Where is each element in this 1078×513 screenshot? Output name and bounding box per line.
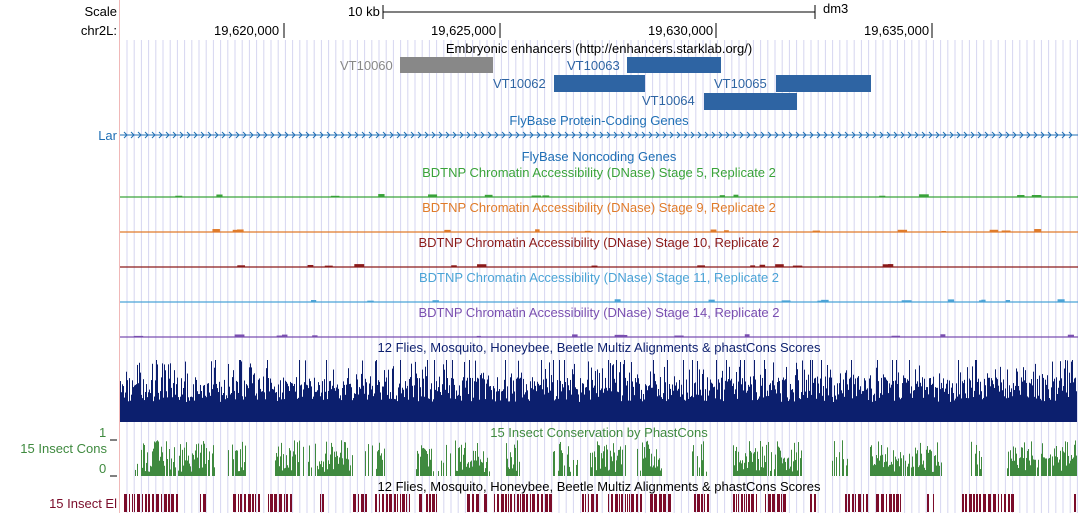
dnase-signal xyxy=(310,299,1065,302)
track-title-flybase-noncoding[interactable]: FlyBase Noncoding Genes xyxy=(521,149,677,164)
enhancer-label[interactable]: VT10065 xyxy=(714,76,767,91)
enhancer-feature[interactable] xyxy=(400,57,493,73)
phastcons-axis-min: 0 xyxy=(99,461,107,476)
ruler-tick-label: 19,630,000 xyxy=(648,23,714,38)
enhancer-label[interactable]: VT10063 xyxy=(567,58,620,73)
track-title-dnase-stage10[interactable]: BDTNP Chromatin Accessibility (DNase) St… xyxy=(418,235,780,250)
track-title-dnase-stage11[interactable]: BDTNP Chromatin Accessibility (DNase) St… xyxy=(418,270,780,285)
dnase-signal xyxy=(237,264,894,267)
track-title-enhancers[interactable]: Embryonic enhancers (http://enhancers.st… xyxy=(445,41,753,56)
enhancer-feature[interactable] xyxy=(554,75,645,92)
track-title-elements[interactable]: 12 Flies, Mosquito, Honeybee, Beetle Mul… xyxy=(377,479,821,494)
phastcons-signal xyxy=(135,440,1077,476)
conserved-elements xyxy=(124,494,1076,512)
track-title-multiz[interactable]: 12 Flies, Mosquito, Honeybee, Beetle Mul… xyxy=(377,340,821,355)
scale-label: Scale xyxy=(84,4,117,19)
ruler-tick-label: 19,625,000 xyxy=(431,23,497,38)
scale-bar-label: 10 kb xyxy=(348,4,380,19)
track-title-dnase-stage9[interactable]: BDTNP Chromatin Accessibility (DNase) St… xyxy=(422,200,776,215)
phastcons-axis-max: 1 xyxy=(99,425,107,440)
gutter-divider xyxy=(119,0,120,513)
enhancer-label[interactable]: VT10060 xyxy=(340,58,393,73)
elements-side-label[interactable]: 15 Insect El xyxy=(49,496,117,511)
dnase-signal xyxy=(212,229,1042,232)
enhancer-label[interactable]: VT10064 xyxy=(642,93,695,108)
enhancer-feature[interactable] xyxy=(704,93,797,110)
dnase-signal xyxy=(133,334,1074,337)
enhancer-label[interactable]: VT10062 xyxy=(493,76,546,91)
dnase-signal xyxy=(175,194,1042,197)
assembly-label: dm3 xyxy=(823,1,849,16)
gene-strand-arrows xyxy=(123,131,1073,139)
multiz-signal xyxy=(120,360,1077,422)
ruler-tick-label: 19,635,000 xyxy=(864,23,930,38)
track-title-dnase-stage14[interactable]: BDTNP Chromatin Accessibility (DNase) St… xyxy=(418,305,780,320)
enhancer-feature[interactable] xyxy=(627,57,721,73)
chrom-label: chr2L: xyxy=(80,23,117,38)
ruler-tick-label: 19,620,000 xyxy=(214,23,280,38)
track-title-phastcons[interactable]: 15 Insect Conservation by PhastCons xyxy=(490,425,708,440)
gene-label[interactable]: Lar xyxy=(98,128,117,143)
phastcons-side-label[interactable]: 15 Insect Cons xyxy=(20,441,107,456)
track-title-dnase-stage5[interactable]: BDTNP Chromatin Accessibility (DNase) St… xyxy=(422,165,776,180)
track-title-flybase-coding[interactable]: FlyBase Protein-Coding Genes xyxy=(509,113,689,128)
grid-lines xyxy=(126,40,1078,513)
enhancer-feature[interactable] xyxy=(776,75,871,92)
